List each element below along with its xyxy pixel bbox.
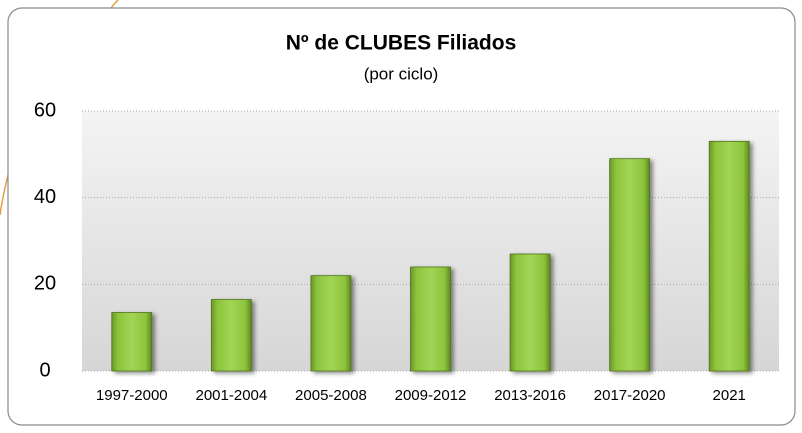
x-tick-label: 2009-2012 <box>395 387 467 404</box>
y-tick-label: 0 <box>39 359 50 381</box>
bar <box>310 275 352 372</box>
bar <box>410 266 451 372</box>
y-tick-label: 60 <box>34 99 56 121</box>
bar <box>708 140 750 372</box>
decoration <box>0 174 9 216</box>
x-tick-label: 2001-2004 <box>195 387 267 404</box>
x-tick-label: 2013-2016 <box>494 387 566 404</box>
x-tick-label: 2005-2008 <box>295 387 367 404</box>
chart-title: Nº de CLUBES Filiados <box>286 32 517 55</box>
y-tick-label: 20 <box>34 273 56 295</box>
y-tick-label: 40 <box>34 186 56 208</box>
x-tick-label: 2021 <box>713 387 746 404</box>
bar <box>111 312 153 372</box>
bar <box>210 299 252 372</box>
x-tick-label: 2017-2020 <box>594 387 666 404</box>
chart-subtitle: (por ciclo) <box>364 64 439 83</box>
bar <box>609 158 651 372</box>
bar <box>509 253 551 372</box>
x-tick-label: 1997-2000 <box>96 387 168 404</box>
